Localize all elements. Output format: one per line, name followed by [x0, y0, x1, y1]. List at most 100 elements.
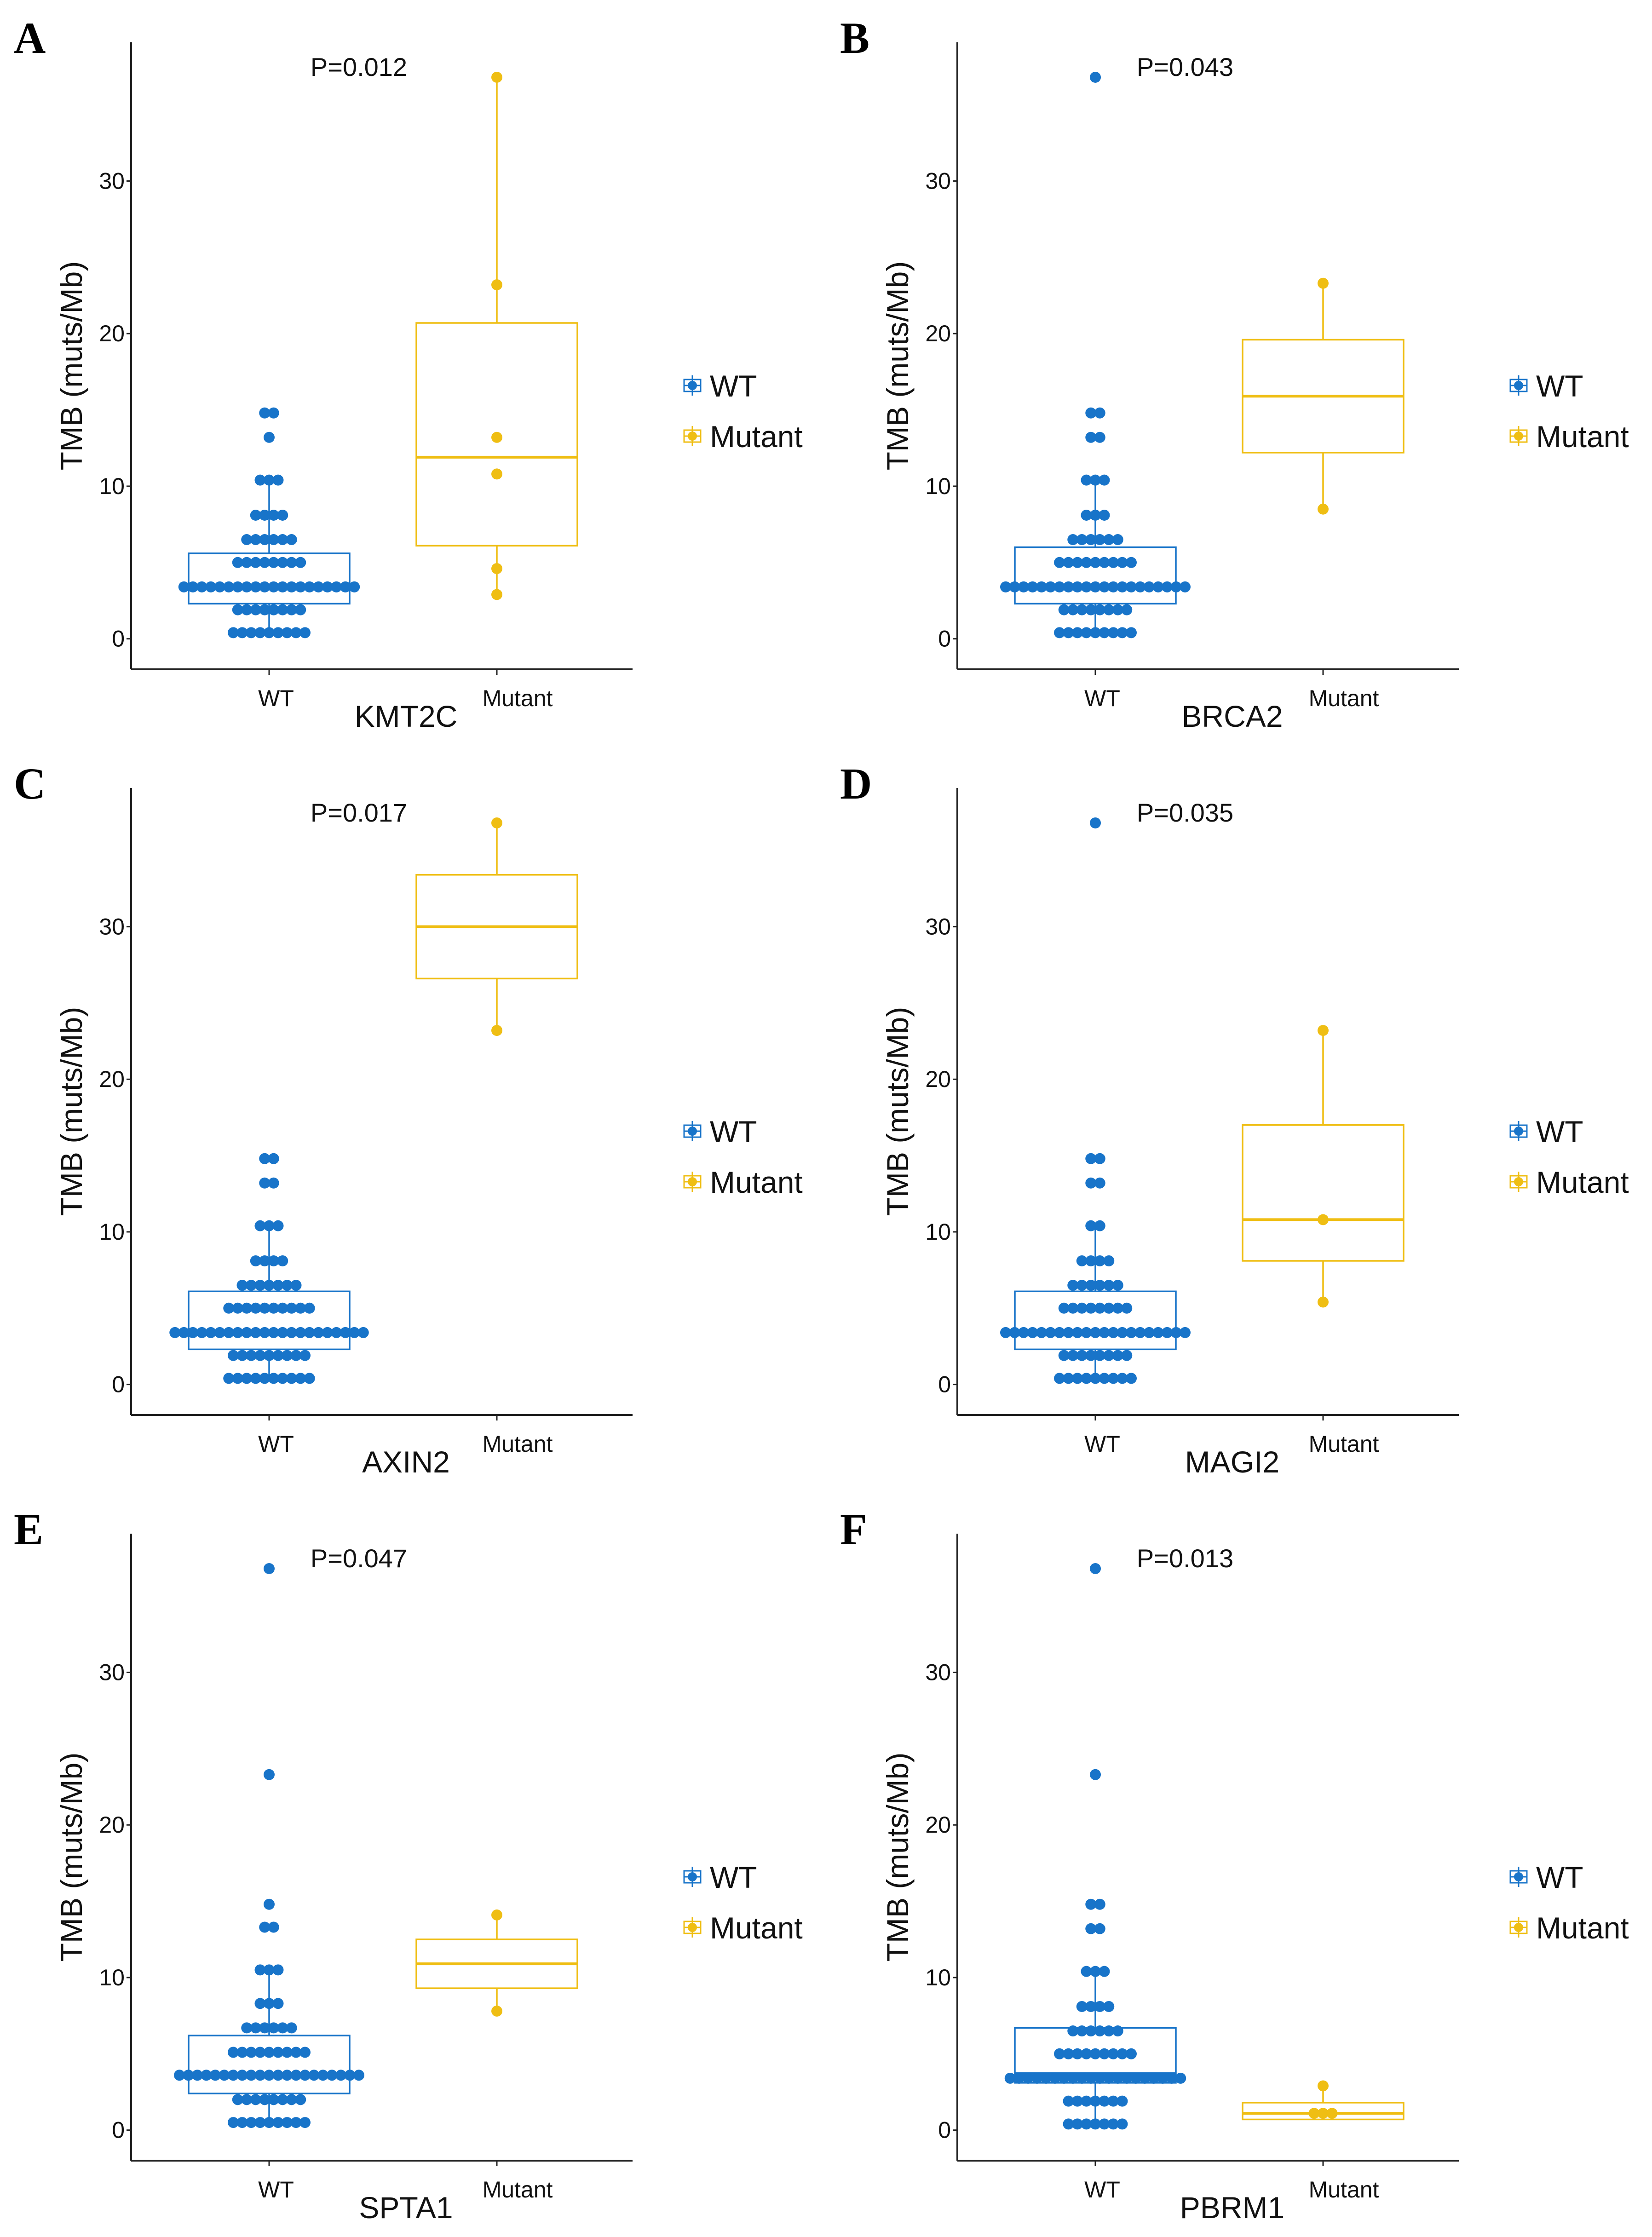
y-axis-title: TMB (muts/Mb)	[54, 1007, 88, 1216]
legend-key-icon	[683, 1917, 702, 1938]
data-point	[268, 1327, 279, 1338]
data-point	[1009, 1327, 1020, 1338]
y-tick-label: 10	[99, 1965, 125, 1990]
data-point	[1085, 1220, 1097, 1231]
data-point	[228, 627, 239, 638]
data-point	[1081, 509, 1092, 521]
data-point	[1318, 277, 1329, 289]
legend-key-icon	[1509, 426, 1528, 446]
data-point	[304, 581, 315, 592]
data-point	[183, 2070, 194, 2081]
data-point	[1099, 557, 1110, 568]
data-point	[1081, 627, 1092, 638]
panel-letter: E	[14, 1505, 43, 1554]
x-axis-title: BRCA2	[1181, 699, 1283, 733]
data-point	[268, 509, 279, 521]
data-point	[313, 581, 324, 592]
data-point	[1099, 509, 1110, 521]
data-point	[250, 509, 261, 521]
group-mutant	[1242, 1025, 1404, 1308]
data-point	[264, 1898, 275, 1910]
data-point	[210, 2070, 221, 2081]
data-point	[259, 2022, 271, 2034]
y-tick-label: 20	[925, 321, 951, 346]
data-point	[491, 71, 502, 83]
data-point	[236, 2117, 248, 2128]
data-point	[1085, 1302, 1097, 1314]
box	[1242, 2102, 1404, 2121]
panel-e: E 0 10 20 30 TMB (muts/Mb) WT Mutant SPTA1 P=0.04…	[0, 1491, 826, 2237]
data-point	[286, 581, 297, 592]
y-tick-label: 20	[99, 1812, 125, 1838]
data-point	[1103, 534, 1115, 546]
data-point	[232, 1302, 243, 1314]
data-point	[214, 1327, 225, 1338]
x-tick-label: Mutant	[1309, 685, 1379, 711]
panel-d: D 0 10 20 30 TMB (muts/Mb) WT Mutant MAGI2 P=0.03…	[826, 746, 1652, 1491]
data-point	[1054, 581, 1065, 592]
data-point	[290, 1280, 302, 1291]
data-point	[491, 817, 502, 828]
chart-svg: E 0 10 20 30 TMB (muts/Mb) WT Mutant SPTA1 P=0.04…	[14, 1505, 803, 2225]
data-point	[264, 1998, 275, 2009]
data-point	[1099, 2118, 1110, 2130]
data-point	[232, 2094, 243, 2105]
data-point	[491, 279, 502, 291]
data-point	[299, 2047, 311, 2058]
data-point	[1117, 581, 1128, 592]
data-point	[254, 627, 266, 638]
group-wt	[178, 407, 360, 638]
legend-label: Mutant	[710, 420, 803, 454]
data-point	[282, 1350, 293, 1361]
data-point	[250, 2094, 261, 2105]
data-point	[1067, 534, 1079, 546]
chart-svg: A 0 10 20 30 TMB (muts/Mb) WT Mutant KMT2C P=0.01…	[14, 13, 803, 733]
data-point	[1117, 627, 1128, 638]
data-point	[1085, 407, 1097, 419]
group-wt	[1004, 1563, 1186, 2130]
data-point	[241, 1302, 253, 1314]
data-point	[1081, 1966, 1092, 1977]
legend: WT Mutant	[1509, 1115, 1629, 1199]
data-point	[259, 1921, 271, 1933]
data-point	[1063, 557, 1074, 568]
data-point	[349, 581, 360, 592]
data-point	[290, 1350, 302, 1361]
data-point	[268, 604, 279, 615]
data-point	[1049, 2072, 1061, 2084]
data-point	[1094, 2072, 1105, 2084]
data-point	[259, 604, 271, 615]
data-point	[277, 509, 288, 521]
data-point	[1067, 2072, 1079, 2084]
data-point	[232, 557, 243, 568]
data-point	[250, 581, 261, 592]
data-point	[246, 2047, 257, 2058]
data-point	[1103, 604, 1115, 615]
legend-label: Mutant	[710, 1165, 803, 1199]
data-point	[1076, 604, 1088, 615]
data-point	[259, 1302, 271, 1314]
data-point	[241, 1327, 253, 1338]
data-point	[344, 2070, 356, 2081]
data-point	[1094, 1177, 1105, 1189]
data-point	[1152, 1327, 1164, 1338]
data-point	[228, 2047, 239, 2058]
data-point	[295, 557, 306, 568]
data-point	[1076, 534, 1088, 546]
data-point	[272, 2070, 284, 2081]
data-point	[1152, 581, 1164, 592]
data-point	[254, 474, 266, 486]
data-point	[1112, 1350, 1123, 1361]
y-tick-label: 0	[112, 2117, 125, 2143]
data-point	[295, 1302, 306, 1314]
data-point	[1094, 407, 1105, 419]
data-point	[259, 2094, 271, 2105]
group-wt	[174, 1563, 364, 2128]
x-axis-title: AXIN2	[362, 1445, 450, 1479]
data-point	[254, 1964, 266, 1976]
data-point	[268, 2094, 279, 2105]
data-point	[246, 2070, 257, 2081]
data-point	[308, 2070, 320, 2081]
legend-label: WT	[1536, 1860, 1583, 1894]
data-point	[264, 1769, 275, 1780]
